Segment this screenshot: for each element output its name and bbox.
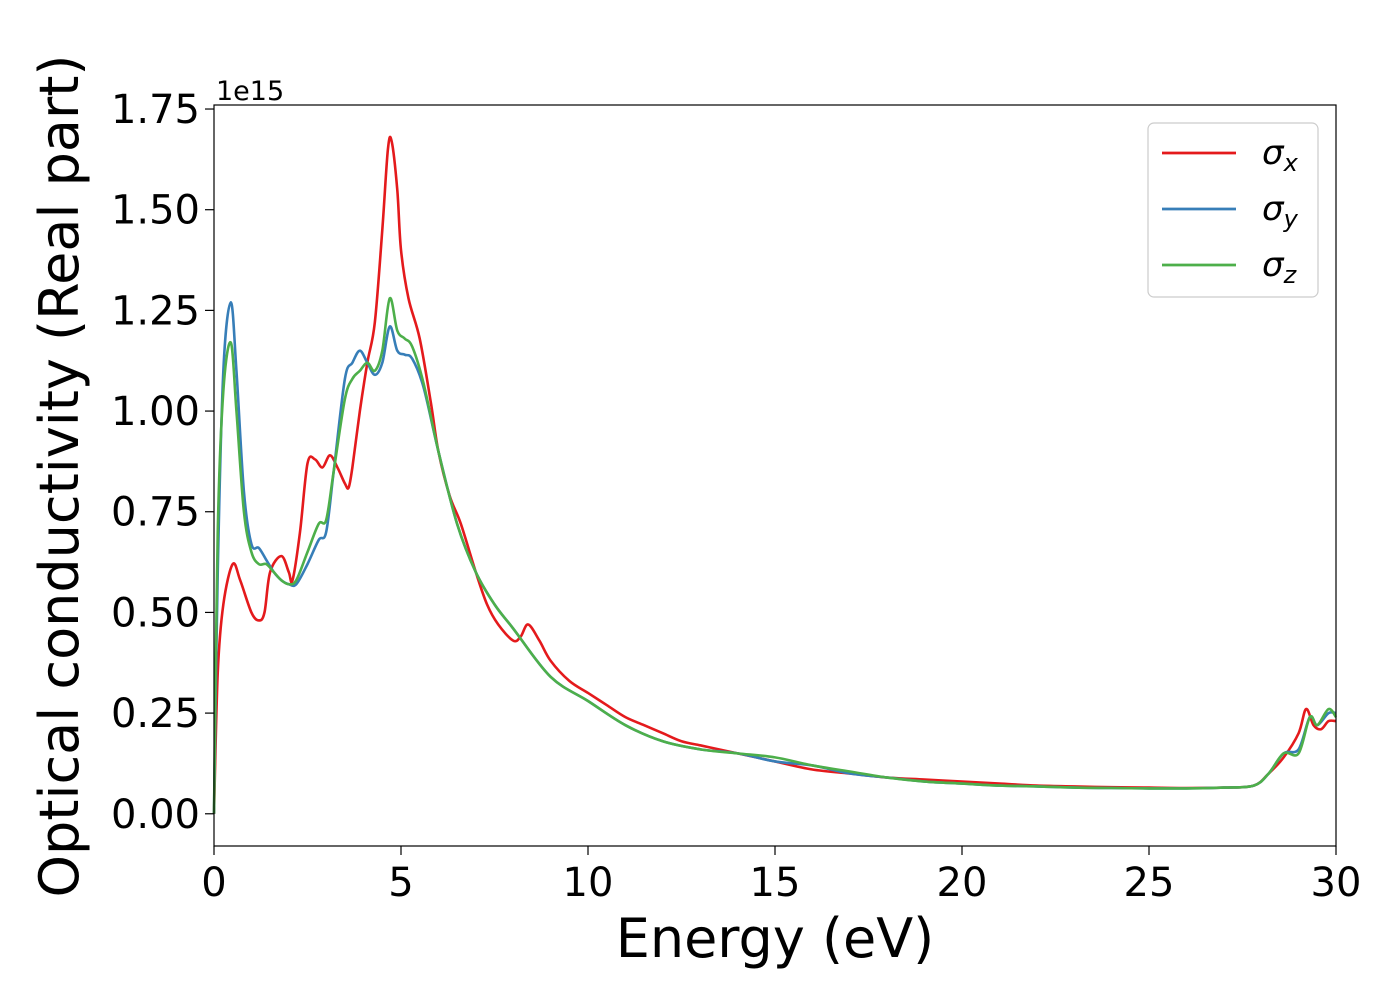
y-tick-label: 0.25	[111, 691, 200, 737]
legend-items: σx σy σz	[1162, 133, 1299, 289]
x-tick-label: 0	[201, 860, 226, 906]
y-axis-offset-label: 1e15	[216, 76, 284, 107]
x-tick-label: 15	[750, 860, 801, 906]
y-axis-ticks: 0.00 0.25 0.50 0.75 1.00 1.25 1.50 1.75	[111, 87, 214, 838]
y-axis-label: Optical conductivity (Real part)	[28, 55, 91, 898]
y-tick-label: 0.75	[111, 490, 200, 536]
legend-label-x: σx	[1262, 133, 1299, 177]
y-tick-label: 1.75	[111, 87, 200, 133]
x-tick-label: 30	[1311, 860, 1362, 906]
legend-label-y: σy	[1262, 189, 1299, 233]
x-tick-label: 10	[563, 860, 614, 906]
x-tick-label: 20	[937, 860, 988, 906]
y-tick-label: 1.25	[111, 288, 200, 334]
x-axis-ticks: 0 5 10 15 20 25 30	[201, 846, 1361, 906]
x-tick-label: 25	[1124, 860, 1175, 906]
y-tick-label: 1.50	[111, 188, 200, 234]
series-layer	[212, 135, 1338, 814]
y-tick-label: 1.00	[111, 389, 200, 435]
y-tick-label: 0.50	[111, 590, 200, 636]
x-axis-label: Energy (eV)	[616, 907, 935, 970]
legend-label-z: σz	[1262, 245, 1298, 289]
x-tick-label: 5	[388, 860, 413, 906]
series-line-z	[212, 296, 1338, 814]
y-tick-label: 0.00	[111, 792, 200, 838]
legend: σx σy σz	[1147, 122, 1319, 298]
